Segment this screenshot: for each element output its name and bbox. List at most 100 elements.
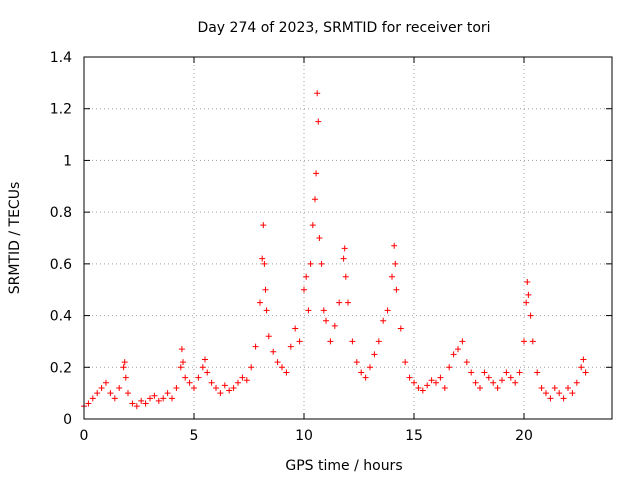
data-point [340, 255, 347, 262]
y-tick-label: 0.8 [50, 205, 72, 221]
data-point [459, 338, 466, 345]
data-point [89, 395, 96, 402]
data-point [580, 356, 587, 363]
data-point [419, 387, 426, 394]
data-point [287, 343, 294, 350]
y-tick-label: 1 [63, 153, 72, 169]
data-point [345, 299, 351, 306]
data-point [309, 222, 316, 229]
x-tick-label: 15 [405, 428, 423, 444]
data-point [393, 286, 400, 293]
data-point [353, 359, 360, 366]
data-point [415, 384, 422, 391]
data-point [323, 317, 329, 324]
data-point [543, 390, 549, 397]
data-point [230, 384, 237, 391]
data-point [463, 359, 470, 366]
y-tick-label: 1.2 [50, 102, 72, 118]
data-point [490, 379, 497, 386]
data-point [142, 400, 149, 407]
data-point [523, 299, 530, 306]
data-point [107, 390, 114, 397]
data-point [116, 384, 123, 391]
data-point [257, 299, 263, 306]
data-point [98, 384, 105, 391]
data-point [169, 395, 175, 402]
data-point [565, 384, 571, 391]
data-point [516, 369, 523, 376]
y-tick-label: 1.4 [50, 50, 72, 66]
data-point [441, 384, 448, 391]
data-point [527, 312, 534, 319]
data-point [327, 338, 334, 345]
data-point [155, 397, 162, 404]
data-point [503, 369, 510, 376]
data-point [342, 273, 349, 280]
x-tick-label: 0 [80, 428, 89, 444]
tick-labels: 0 5 10 15 20 0 0.2 0.4 0.6 0.8 1 1.2 1.4 [50, 50, 533, 444]
data-point [303, 273, 310, 280]
data-point [573, 379, 580, 386]
data-point [122, 374, 129, 381]
data-point [173, 384, 180, 391]
data-point [468, 369, 475, 376]
data-point [283, 369, 290, 376]
chart-title: Day 274 of 2023, SRMTID for receiver tor… [197, 20, 490, 36]
data-point [133, 403, 140, 410]
data-point [494, 384, 501, 391]
data-point [534, 369, 541, 376]
data-point [217, 390, 224, 397]
data-point [180, 359, 186, 366]
data-point [375, 338, 382, 345]
data-point [301, 286, 307, 293]
data-point [147, 395, 153, 402]
grid [84, 57, 612, 419]
data-point [499, 377, 505, 384]
data-point [120, 364, 127, 371]
x-tick-label: 20 [515, 428, 533, 444]
data-point [560, 395, 567, 402]
data-point [262, 286, 269, 293]
data-point [485, 374, 492, 381]
data-point [314, 90, 321, 97]
data-points [81, 90, 589, 410]
data-point [313, 170, 320, 177]
data-point [507, 374, 514, 381]
data-point [397, 325, 404, 332]
data-point [320, 307, 327, 314]
data-point [411, 379, 417, 386]
data-point [547, 395, 554, 402]
data-point [292, 325, 299, 332]
data-point [265, 333, 272, 340]
data-point [362, 374, 369, 381]
data-point [164, 390, 171, 397]
data-point [380, 317, 387, 324]
data-point [121, 359, 128, 366]
y-tick-label: 0.4 [50, 309, 72, 325]
x-tick-label: 10 [295, 428, 313, 444]
data-point [406, 374, 413, 381]
data-point [129, 400, 136, 407]
data-point [384, 307, 391, 314]
data-point [433, 379, 439, 386]
y-tick-label: 0.6 [50, 257, 72, 273]
data-point [446, 364, 453, 371]
data-point [221, 382, 228, 389]
data-point [213, 384, 219, 391]
data-point [125, 390, 131, 397]
data-point [315, 118, 322, 125]
data-point [371, 351, 378, 358]
data-point [402, 359, 409, 366]
data-point [270, 348, 277, 355]
data-point [204, 369, 211, 376]
data-point [391, 242, 398, 249]
y-tick-label: 0.2 [50, 360, 72, 376]
data-point [305, 307, 312, 314]
x-axis-label: GPS time / hours [285, 458, 402, 474]
plot-frame [83, 56, 613, 420]
data-point [103, 379, 109, 386]
data-point [252, 343, 259, 350]
data-point [191, 384, 197, 391]
data-point [316, 235, 323, 241]
data-point [367, 364, 373, 371]
